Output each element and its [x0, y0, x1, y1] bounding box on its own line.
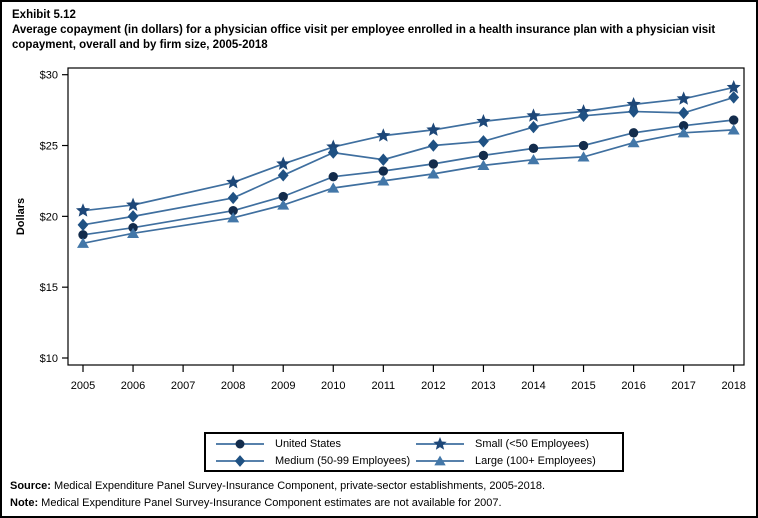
note-label: Note:: [10, 496, 39, 509]
legend-marker-diamond-icon: [216, 454, 264, 467]
source-line: Source: Medical Expenditure Panel Survey…: [10, 478, 754, 495]
y-tick-label: $25: [40, 141, 58, 153]
legend-item-united-states: United States: [214, 436, 414, 452]
note-line: Note: Medical Expenditure Panel Survey-I…: [10, 495, 754, 512]
x-tick-label: 2013: [471, 380, 495, 392]
x-tick-label: 2014: [521, 380, 545, 392]
legend-item-small-50-employees: Small (<50 Employees): [414, 436, 614, 452]
chart-title: Average copayment (in dollars) for a phy…: [12, 24, 716, 51]
legend-label: Small (<50 Employees): [475, 437, 590, 450]
y-tick-label: $15: [40, 282, 58, 294]
x-tick-label: 2015: [571, 380, 595, 392]
y-tick-label: $10: [40, 353, 58, 365]
x-tick-label: 2012: [421, 380, 445, 392]
source-text: Medical Expenditure Panel Survey-Insuran…: [50, 480, 546, 492]
x-tick-label: 2009: [271, 380, 295, 392]
chart-legend: United States Small (<50 Employees) Medium…: [204, 432, 624, 472]
legend-item-medium-50-99-employees: Medium (50-99 Employees): [214, 453, 414, 469]
x-tick-label: 2005: [71, 380, 95, 392]
x-tick-label: 2007: [171, 380, 195, 392]
legend-item-large-100-employees: Large (100+ Employees): [414, 453, 614, 469]
x-tick-label: 2011: [371, 380, 395, 392]
legend-marker-circle-icon: [216, 439, 264, 448]
y-tick-label: $20: [40, 211, 58, 223]
series-line-medium-50-99-employees: [82, 96, 734, 226]
note-text: Medical Expenditure Panel Survey-Insuran…: [38, 496, 502, 509]
title-block: Exhibit 5.12 Average copayment (in dolla…: [12, 9, 746, 53]
y-axis-label: Dollars: [15, 198, 27, 235]
source-label: Source:: [10, 480, 51, 492]
x-tick-label: 2010: [321, 380, 345, 392]
x-tick-label: 2017: [671, 380, 695, 392]
legend-label: Large (100+ Employees): [475, 454, 596, 467]
legend-label: Medium (50-99 Employees): [275, 454, 411, 467]
x-tick-label: 2018: [721, 380, 745, 392]
exhibit-number: Exhibit 5.12: [12, 9, 76, 21]
footer-block: Source: Medical Expenditure Panel Survey…: [10, 478, 754, 511]
legend-marker-star-icon: [416, 436, 464, 450]
x-tick-label: 2016: [621, 380, 645, 392]
legend-label: United States: [275, 437, 342, 450]
series-markers-united-states: [78, 115, 739, 240]
x-tick-label: 2008: [221, 380, 245, 392]
series-markers-medium-50-99-employees: [77, 91, 740, 232]
x-tick-label: 2006: [121, 380, 145, 392]
legend-marker-triangle-icon: [416, 455, 464, 465]
y-tick-label: $30: [40, 70, 58, 82]
series-markers-large-100-employees: [77, 124, 740, 248]
